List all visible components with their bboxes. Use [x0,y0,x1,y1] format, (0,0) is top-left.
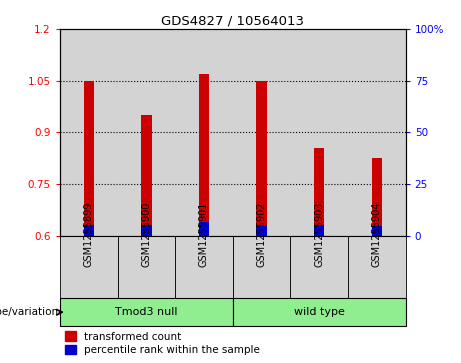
Bar [60,236,118,298]
Bar [314,225,325,236]
Bar [256,81,267,236]
Title: GDS4827 / 10564013: GDS4827 / 10564013 [161,15,304,28]
Bar [141,225,152,236]
Bar [60,29,118,236]
Bar [314,148,325,236]
Bar [372,226,382,236]
Bar [233,29,290,236]
Bar [199,74,209,236]
Legend: transformed count, percentile rank within the sample: transformed count, percentile rank withi… [65,331,260,355]
Bar [83,81,94,236]
Bar [175,236,233,298]
Bar [290,29,348,236]
Bar [348,236,406,298]
Bar [199,223,209,236]
Bar [290,236,348,298]
Bar [60,298,233,326]
Text: GSM1255904: GSM1255904 [372,201,382,267]
Text: wild type: wild type [294,307,345,317]
Text: GSM1255900: GSM1255900 [142,201,151,267]
Text: GSM1255903: GSM1255903 [314,201,324,267]
Bar [256,225,267,236]
Bar [233,236,290,298]
Bar [372,158,382,236]
Text: GSM1255902: GSM1255902 [257,201,266,267]
Text: genotype/variation: genotype/variation [0,307,59,317]
Bar [118,236,175,298]
Bar [233,298,406,326]
Bar [348,29,406,236]
Bar [83,225,94,236]
Bar [118,29,175,236]
Bar [141,115,152,236]
Bar [175,29,233,236]
Text: GSM1255901: GSM1255901 [199,201,209,267]
Text: GSM1255899: GSM1255899 [84,201,94,267]
Text: Tmod3 null: Tmod3 null [115,307,177,317]
